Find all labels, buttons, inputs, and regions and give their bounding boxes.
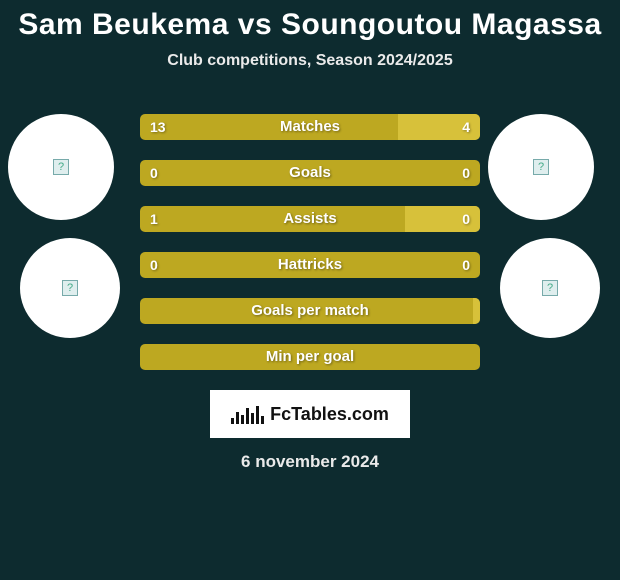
stat-label: Goals per match <box>140 298 480 324</box>
stat-value-right: 0 <box>462 252 470 278</box>
stat-label: Matches <box>140 114 480 140</box>
fctables-logo: FcTables.com <box>210 390 410 438</box>
comparison-chart: Matches134Goals00Assists10Hattricks00Goa… <box>0 114 620 384</box>
logo-text: FcTables.com <box>270 404 389 425</box>
logo-bar <box>261 416 264 424</box>
image-placeholder-icon <box>53 159 69 175</box>
logo-bar <box>231 418 234 424</box>
stat-value-right: 0 <box>462 160 470 186</box>
logo-bar <box>256 406 259 424</box>
stat-value-left: 1 <box>150 206 158 232</box>
logo-bar <box>251 413 254 424</box>
player2-club-circle <box>488 114 594 220</box>
stat-row: Assists1 0 <box>140 206 480 232</box>
stat-label: Min per goal <box>140 344 480 370</box>
subtitle: Club competitions, Season 2024/2025 <box>0 52 620 70</box>
player1-nat-circle <box>20 238 120 338</box>
stat-label: Goals <box>140 160 480 186</box>
player1-name: Sam Beukema <box>18 8 229 41</box>
stat-row: Min per goal <box>140 344 480 370</box>
stat-row: Hattricks0 0 <box>140 252 480 278</box>
stat-value-right: 4 <box>462 114 470 140</box>
logo-bar <box>241 415 244 424</box>
image-placeholder-icon <box>533 159 549 175</box>
stat-row: Matches13 4 <box>140 114 480 140</box>
player1-club-circle <box>8 114 114 220</box>
logo-bar <box>246 408 249 424</box>
stat-bars: Matches134Goals00Assists10Hattricks00Goa… <box>140 114 480 390</box>
logo-bar <box>236 412 239 424</box>
stat-value-left: 0 <box>150 160 158 186</box>
stat-row: Goals0 0 <box>140 160 480 186</box>
stat-value-left: 13 <box>150 114 166 140</box>
stat-value-left: 0 <box>150 252 158 278</box>
image-placeholder-icon <box>62 280 78 296</box>
player2-nat-circle <box>500 238 600 338</box>
stat-label: Hattricks <box>140 252 480 278</box>
page-title: Sam Beukema vs Soungoutou Magassa <box>0 0 620 42</box>
vs-label: vs <box>238 8 272 41</box>
image-placeholder-icon <box>542 280 558 296</box>
date-label: 6 november 2024 <box>0 452 620 472</box>
logo-bars-icon <box>231 404 264 424</box>
player2-name: Soungoutou Magassa <box>281 8 602 41</box>
stat-row: Goals per match <box>140 298 480 324</box>
stat-value-right: 0 <box>462 206 470 232</box>
stat-label: Assists <box>140 206 480 232</box>
